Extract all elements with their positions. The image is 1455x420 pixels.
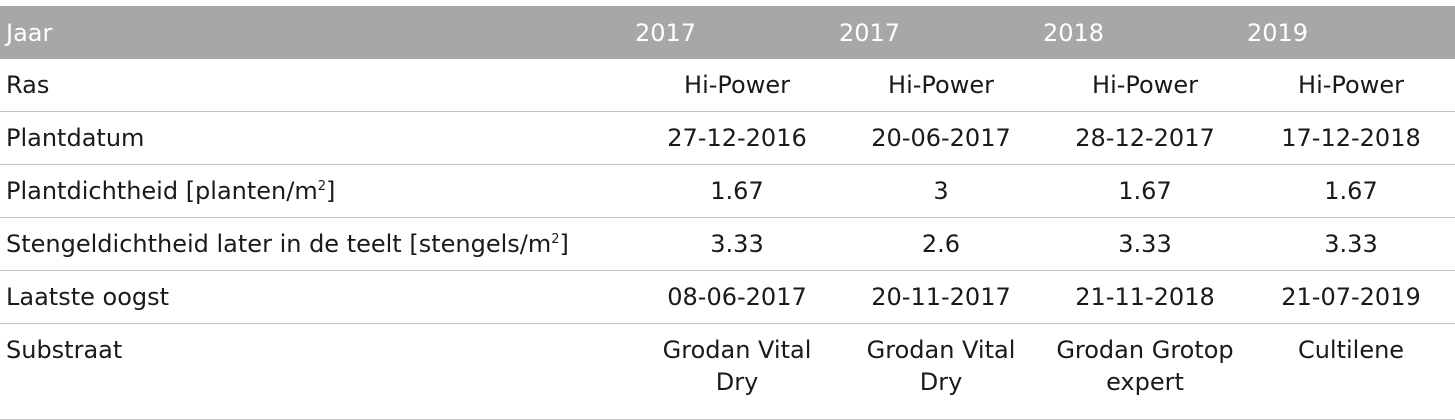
row-label: Laatste oogst <box>0 270 635 324</box>
header-year-2: 2017 <box>839 18 901 47</box>
header-row: Jaar 2017 2017 2018 2019 <box>0 6 1455 59</box>
cell-line: Grodan Vital <box>662 336 812 364</box>
table-cell: 1.67 <box>1247 164 1455 218</box>
table-row-laatste-oogst: Laatste oogst 08-06-2017 20-11-2017 21-1… <box>0 270 1455 324</box>
table-cell: 2.6 <box>839 217 1043 271</box>
cell-line: expert <box>1106 368 1184 396</box>
table-row-stengeldichtheid: Stengeldichtheid later in de teelt [sten… <box>0 217 1455 271</box>
table-cell: Hi-Power <box>839 59 1043 112</box>
table-row-plantdatum: Plantdatum 27-12-2016 20-06-2017 28-12-2… <box>0 111 1455 165</box>
table-cell: 3.33 <box>1043 217 1247 271</box>
cultivation-table: Jaar 2017 2017 2018 2019 Ras Hi-Power Hi… <box>0 6 1455 420</box>
header-year-1: 2017 <box>635 18 697 47</box>
table-cell: 3 <box>839 164 1043 218</box>
table-cell: 20-06-2017 <box>839 111 1043 165</box>
table-cell: 27-12-2016 <box>635 111 839 165</box>
table-row-substraat: Substraat Grodan Vital Dry Grodan Vital … <box>0 323 1455 420</box>
table-row-ras: Ras Hi-Power Hi-Power Hi-Power Hi-Power <box>0 59 1455 112</box>
table-cell: Grodan Vital Dry <box>839 323 1043 420</box>
table-cell: Hi-Power <box>635 59 839 112</box>
header-year-3: 2018 <box>1043 18 1105 47</box>
table-cell: 21-07-2019 <box>1247 270 1455 324</box>
table-cell: 28-12-2017 <box>1043 111 1247 165</box>
row-label: Plantdichtheid [planten/m2] <box>0 164 635 218</box>
table-row-plantdichtheid: Plantdichtheid [planten/m2] 1.67 3 1.67 … <box>0 164 1455 218</box>
cell-line: Grodan Vital <box>866 336 1016 364</box>
table-cell: 1.67 <box>635 164 839 218</box>
header-label: Jaar <box>6 18 53 47</box>
table-cell: Grodan Grotop expert <box>1043 323 1247 420</box>
table-cell: 21-11-2018 <box>1043 270 1247 324</box>
table-cell: 3.33 <box>635 217 839 271</box>
table-cell: Cultilene <box>1247 323 1455 420</box>
table-cell: 08-06-2017 <box>635 270 839 324</box>
table-cell: 20-11-2017 <box>839 270 1043 324</box>
table-cell: Grodan Vital Dry <box>635 323 839 420</box>
table-cell: Hi-Power <box>1043 59 1247 112</box>
table-cell: Hi-Power <box>1247 59 1455 112</box>
table-cell: 1.67 <box>1043 164 1247 218</box>
row-label: Substraat <box>0 323 635 420</box>
row-label: Ras <box>0 59 635 112</box>
row-label: Stengeldichtheid later in de teelt [sten… <box>0 217 635 271</box>
cell-line: Grodan Grotop <box>1056 336 1234 364</box>
cell-line: Dry <box>715 368 759 396</box>
header-year-4: 2019 <box>1247 18 1309 47</box>
row-label: Plantdatum <box>0 111 635 165</box>
cell-line: Dry <box>919 368 963 396</box>
cell-line: Cultilene <box>1297 336 1405 364</box>
table-cell: 3.33 <box>1247 217 1455 271</box>
table-cell: 17-12-2018 <box>1247 111 1455 165</box>
